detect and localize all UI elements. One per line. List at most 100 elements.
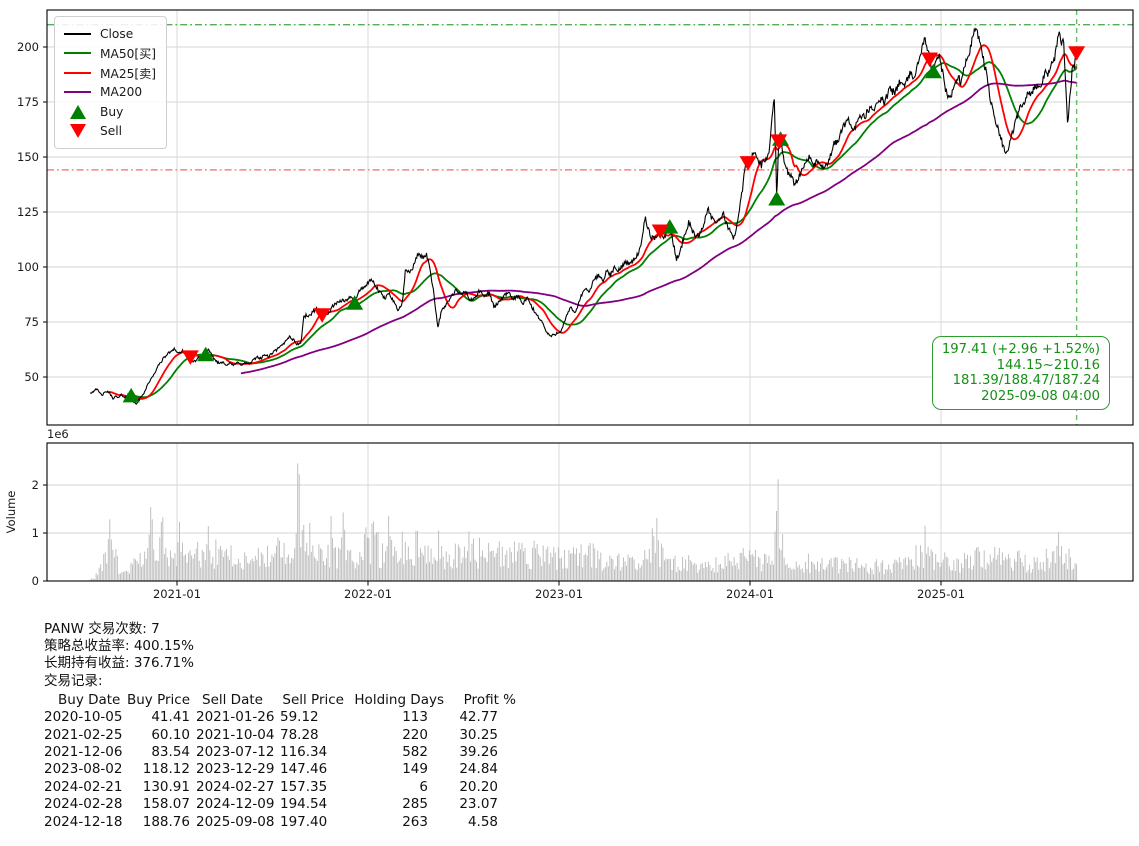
volume-bar <box>172 558 174 581</box>
volume-bar <box>506 550 508 581</box>
x-tick-label: 2025-01 <box>917 587 965 601</box>
volume-bar <box>436 561 438 581</box>
cell-profit: 42.77 <box>459 709 498 726</box>
volume-bar <box>541 565 543 581</box>
volume-bar <box>532 547 534 581</box>
volume-bar <box>706 567 708 581</box>
volume-bar <box>553 547 555 581</box>
volume-bar <box>859 567 861 581</box>
volume-bar <box>606 561 608 581</box>
volume-bar <box>427 545 429 581</box>
volume-bar <box>180 551 182 581</box>
volume-bar <box>939 567 941 581</box>
legend-item-ma200: MA200 <box>64 83 156 103</box>
volume-bar <box>157 561 159 581</box>
volume-bar <box>818 571 820 581</box>
volume-bar <box>186 562 188 581</box>
volume-bar <box>1030 572 1032 581</box>
volume-bar <box>407 546 409 581</box>
volume-bar <box>470 561 471 581</box>
volume-bar <box>1009 558 1011 581</box>
volume-bar <box>154 560 156 581</box>
volume-bar <box>285 564 287 581</box>
volume-bar <box>803 572 805 581</box>
volume-bar <box>307 555 309 581</box>
volume-bar <box>339 549 341 581</box>
volume-bar <box>789 567 791 581</box>
volume-bar <box>1045 548 1047 581</box>
volume-bar <box>360 556 362 581</box>
volume-bar <box>160 521 162 581</box>
volume-bar <box>571 553 573 581</box>
volume-bar <box>426 563 427 581</box>
volume-bar <box>92 578 94 581</box>
volume-bar <box>279 540 280 581</box>
volume-bar <box>814 564 815 581</box>
volume-bar <box>710 570 712 581</box>
volume-bar <box>695 564 697 581</box>
buy-marker <box>122 387 140 403</box>
volume-bar <box>206 544 208 581</box>
volume-bar <box>185 554 187 581</box>
volume-bar <box>513 541 515 581</box>
volume-bar <box>638 563 640 581</box>
volume-bar <box>383 562 385 581</box>
volume-bar <box>380 567 382 581</box>
volume-bar <box>421 552 423 581</box>
legend-label: MA25[卖] <box>100 66 157 81</box>
volume-bar <box>223 557 224 581</box>
volume-bar <box>768 555 770 581</box>
volume-bar <box>915 545 917 581</box>
volume-bar <box>760 571 762 581</box>
volume-bar <box>891 572 893 581</box>
volume-bar <box>366 537 368 581</box>
volume-bar <box>377 532 379 581</box>
volume-bar <box>332 538 334 581</box>
volume-bar <box>179 521 180 581</box>
volume-bar <box>812 562 814 581</box>
volume-bar <box>670 559 671 581</box>
volume-bar <box>739 552 741 581</box>
volume-bar <box>583 555 585 581</box>
volume-bar <box>1057 532 1059 581</box>
volume-bar <box>580 544 582 581</box>
volume-bar <box>1073 568 1075 581</box>
legend-item-buy: Buy <box>64 102 156 122</box>
volume-bar <box>754 549 756 581</box>
sell-marker <box>651 224 669 240</box>
volume-bar <box>927 546 929 581</box>
volume-bar <box>726 566 728 581</box>
volume-bar <box>674 555 676 581</box>
volume-bar <box>967 554 968 581</box>
volume-bar <box>953 560 955 581</box>
volume-bar <box>176 566 177 581</box>
volume-bar <box>463 546 465 581</box>
header-buy-date: Buy Date <box>58 691 121 708</box>
volume-bar <box>1012 570 1014 581</box>
volume-bar <box>795 561 797 581</box>
cell-sell-date: 2021-01-26 <box>196 709 275 726</box>
volume-bar <box>485 558 487 581</box>
cell-profit: 23.07 <box>459 796 498 813</box>
volume-bar <box>977 547 979 581</box>
volume-bar <box>1059 556 1061 581</box>
volume-bar <box>391 540 393 581</box>
volume-bar <box>894 559 896 581</box>
volume-bar <box>709 565 711 581</box>
legend-line-swatch <box>64 71 91 74</box>
volume-bar <box>226 548 227 581</box>
volume-bar <box>230 545 232 581</box>
volume-bar <box>914 569 915 581</box>
volume-bar <box>1039 562 1041 581</box>
volume-bar <box>1023 566 1025 581</box>
volume-bar <box>630 557 632 581</box>
volume-bar <box>724 555 726 581</box>
volume-bar <box>250 560 252 581</box>
volume-bar <box>465 558 467 581</box>
volume-axis-label: Volume <box>4 491 18 534</box>
volume-bar <box>1035 561 1037 581</box>
volume-bar <box>910 559 912 581</box>
volume-bar <box>621 567 623 581</box>
volume-bar <box>192 558 194 581</box>
volume-bar <box>501 546 503 581</box>
